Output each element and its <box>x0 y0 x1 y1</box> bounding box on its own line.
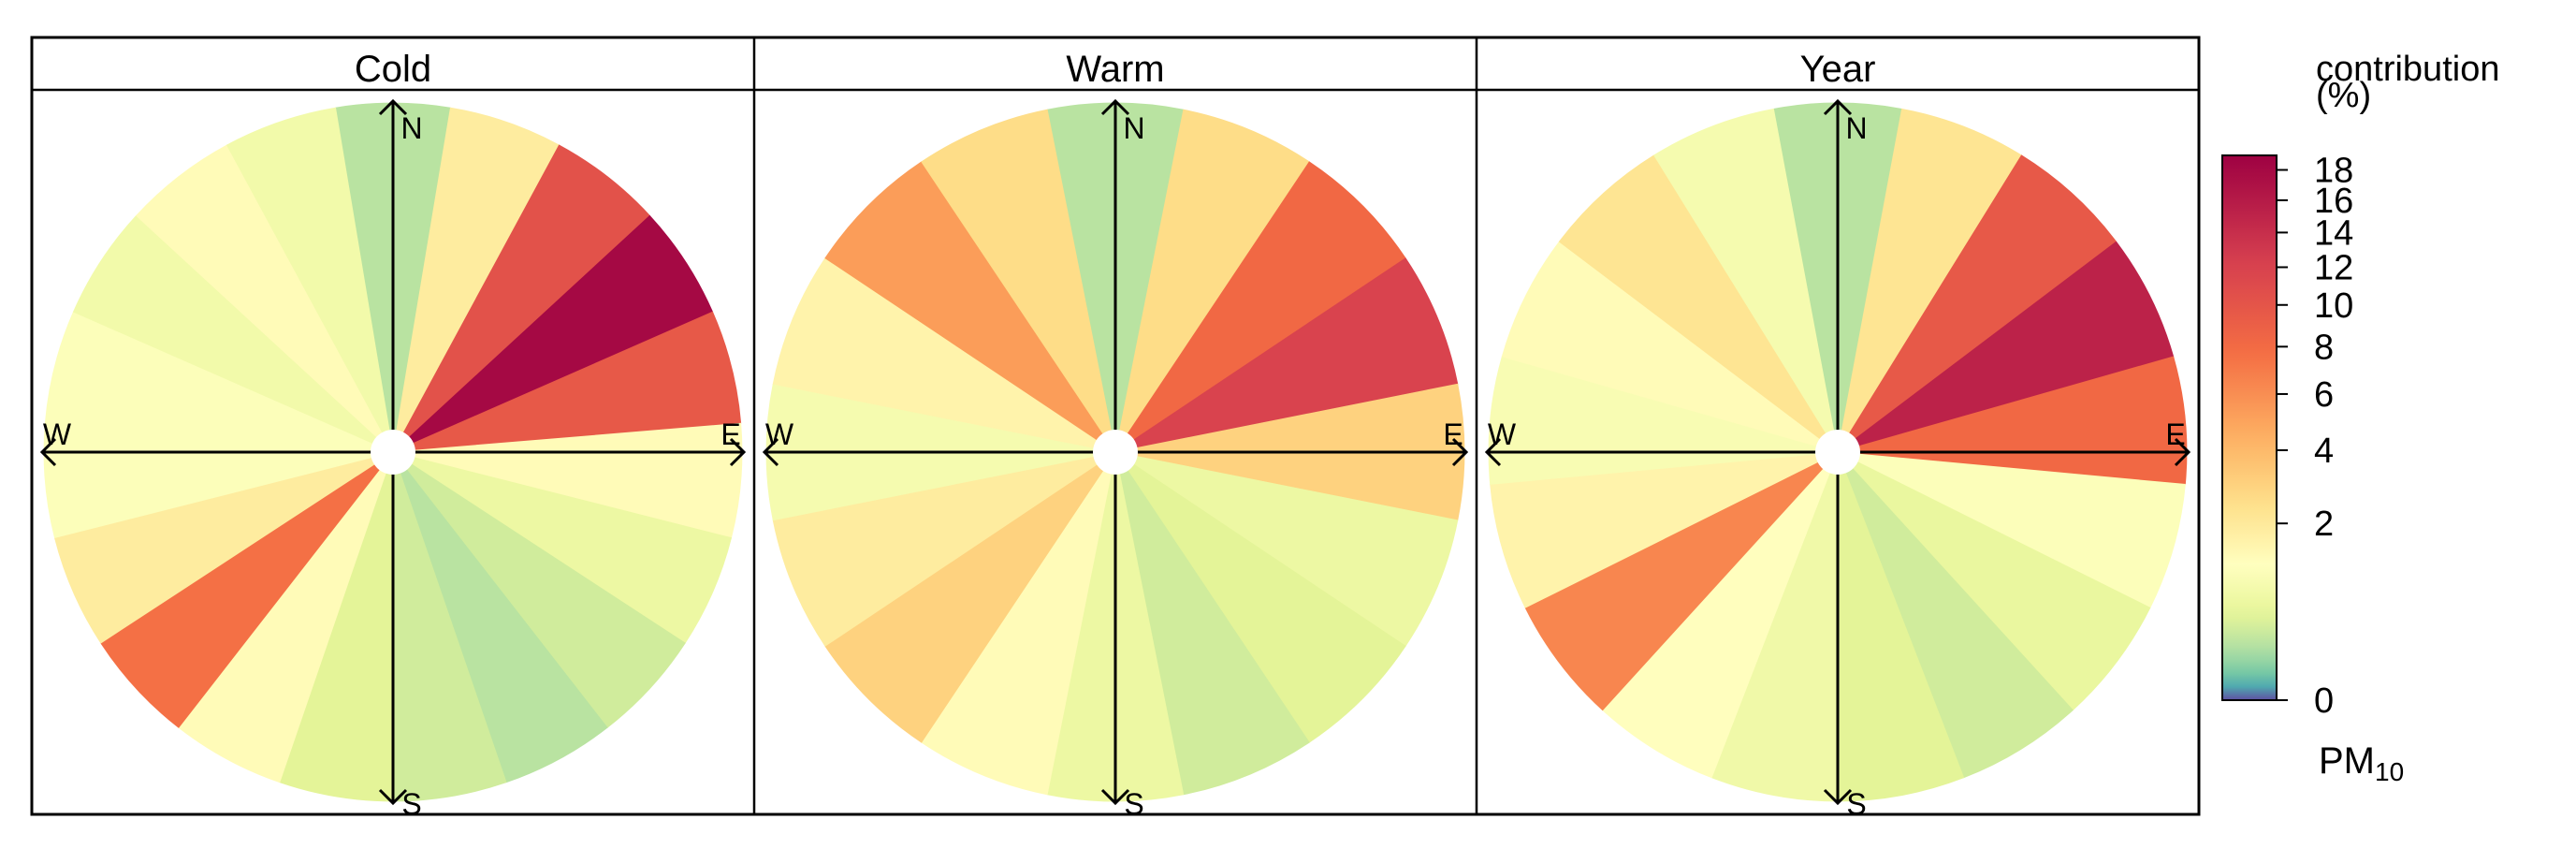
sector-warm-5 <box>1114 451 1459 647</box>
legend-pollutant-label: PM10 <box>2319 740 2404 786</box>
legend-tick-label: 4 <box>2314 432 2334 471</box>
legend-title-line1: contribution <box>2316 50 2499 89</box>
panel-title-warm: Warm <box>1066 49 1164 90</box>
polar-plot-year: N S W E <box>1484 98 2191 821</box>
legend-tick-label: 16 <box>2314 182 2353 221</box>
sector-year-12 <box>1490 451 1839 608</box>
sector-year-7 <box>1837 451 2074 779</box>
sector-warm-13 <box>772 257 1116 453</box>
arrow-head <box>2174 437 2191 467</box>
sector-year-10 <box>1602 451 1839 779</box>
arrow-head <box>762 437 779 467</box>
sector-year-1 <box>1837 108 2022 453</box>
sector-warm-9 <box>921 451 1116 796</box>
legend-tick-label: 18 <box>2314 152 2353 191</box>
legend-tick-label: 0 <box>2314 681 2334 721</box>
legend-tick-label: 12 <box>2314 248 2353 287</box>
arrow-head <box>1823 98 1853 116</box>
direction-label-n: N <box>1123 111 1144 145</box>
direction-label-e: E <box>2165 417 2185 451</box>
center-hole <box>1093 430 1138 475</box>
direction-label-n: N <box>1845 111 1867 145</box>
sector-year-2 <box>1837 154 2118 453</box>
arrow-head <box>39 437 57 467</box>
direction-label-w: W <box>1488 417 1517 451</box>
sector-warm-7 <box>1114 451 1310 796</box>
sector-warm-15 <box>921 109 1116 453</box>
legend-tick-label: 8 <box>2314 328 2334 367</box>
legend-tick-label: 6 <box>2314 375 2334 415</box>
direction-label-s: S <box>1846 787 1866 821</box>
arrow-head <box>1100 788 1130 806</box>
sector-warm-10 <box>824 451 1116 743</box>
arrow-head <box>1100 98 1130 116</box>
legend-tick-label: 14 <box>2314 213 2353 253</box>
center-hole <box>1815 430 1860 475</box>
sector-warm-6 <box>1114 451 1406 743</box>
sector-cold-18 <box>226 107 394 453</box>
sector-warm-1 <box>1114 109 1310 453</box>
legend-tick-label: 10 <box>2314 286 2353 326</box>
arrow-head <box>1823 788 1853 806</box>
sector-year-14 <box>1501 241 1839 453</box>
direction-label-e: E <box>1443 417 1463 451</box>
sector-warm-3 <box>1114 257 1459 453</box>
sector-year-6 <box>1837 451 2151 711</box>
sector-warm-14 <box>824 161 1116 453</box>
center-hole <box>371 430 415 475</box>
direction-label-e: E <box>720 417 740 451</box>
direction-label-w: W <box>43 417 72 451</box>
legend-tick-label: 2 <box>2314 505 2334 544</box>
sector-year-5 <box>1837 451 2186 608</box>
sector-year-3 <box>1837 241 2175 453</box>
panel-title-year: Year <box>1800 49 1876 90</box>
panel-title-cold: Cold <box>355 49 431 90</box>
sector-warm-2 <box>1114 161 1406 453</box>
sector-year-15 <box>1558 154 1839 453</box>
sector-warm-11 <box>772 451 1116 647</box>
polar-plot-warm: N S W E <box>762 98 1469 821</box>
sector-year-16 <box>1653 108 1839 453</box>
arrow-head <box>378 98 408 116</box>
direction-label-n: N <box>400 111 422 145</box>
legend-title-line2: (%) <box>2316 76 2371 115</box>
direction-label-s: S <box>1124 787 1143 821</box>
arrow-head <box>1451 437 1469 467</box>
arrow-head <box>729 437 747 467</box>
legend-color-bar <box>2221 154 2278 701</box>
sector-year-11 <box>1524 451 1839 711</box>
legend-pollutant: PM <box>2319 740 2375 782</box>
arrow-head <box>1484 437 1502 467</box>
legend-pollutant-subscript: 10 <box>2375 757 2404 786</box>
direction-label-w: W <box>765 417 794 451</box>
polar-plot-cold: N S W E <box>39 98 747 821</box>
panels-frame <box>30 36 2201 816</box>
direction-label-s: S <box>401 787 421 821</box>
arrow-head <box>378 788 408 806</box>
